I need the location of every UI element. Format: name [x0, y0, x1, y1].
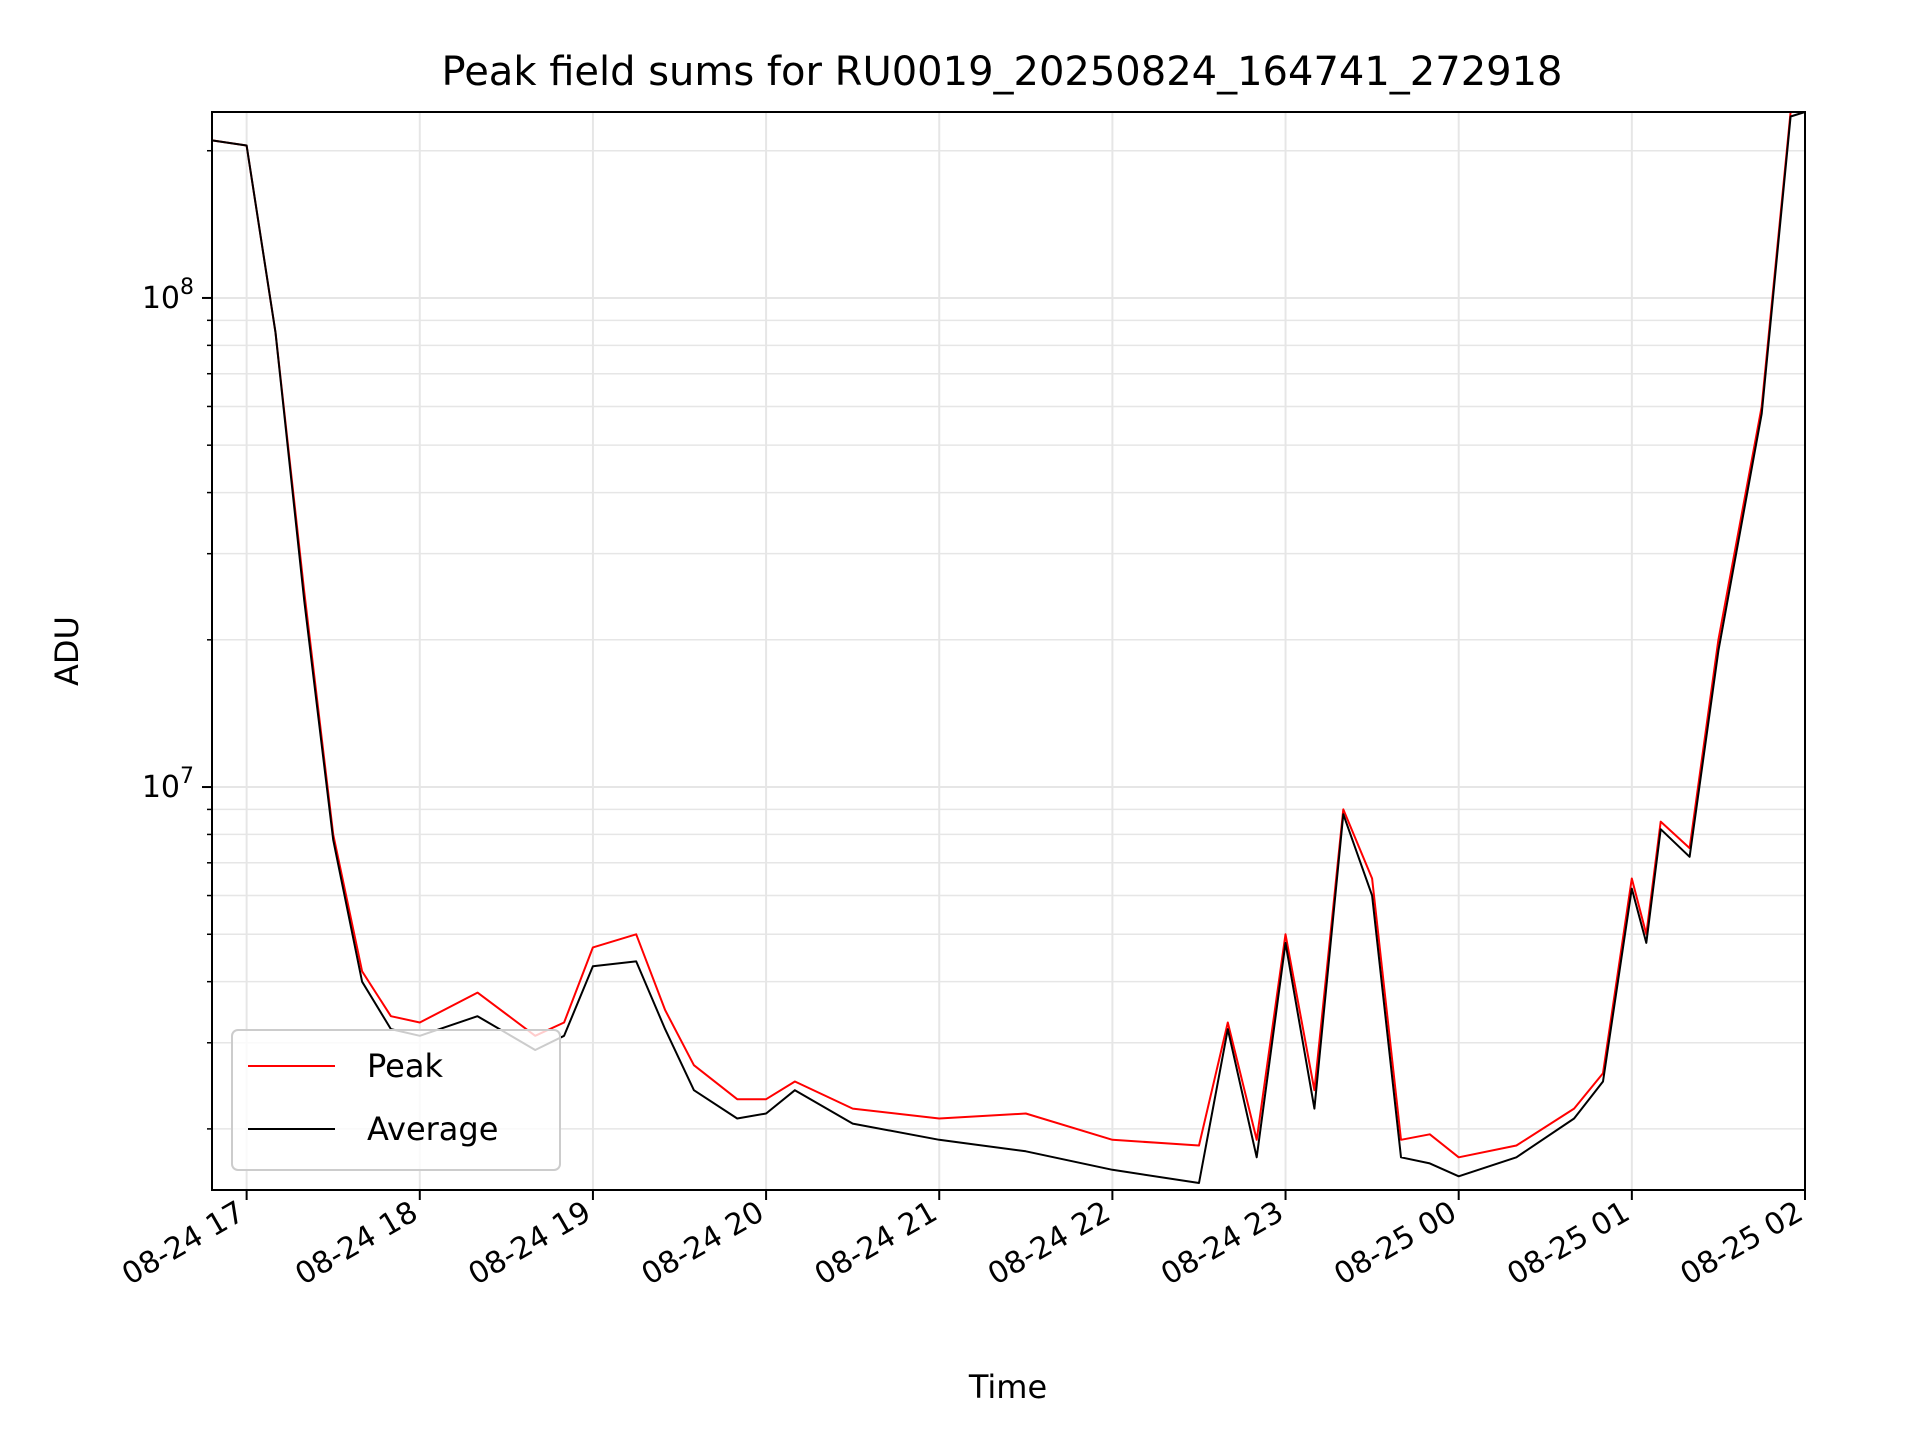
grid [212, 112, 1806, 1190]
y-axis-ticks: 107 108 [142, 149, 212, 1130]
series-line-peak [211, 111, 1805, 1159]
y-axis-label: ADU [48, 616, 86, 686]
legend: Peak Average [231, 1029, 561, 1171]
y-tick-label: 108 [142, 275, 194, 316]
legend-average-label: Average [367, 1110, 498, 1148]
legend-peak-label: Peak [367, 1047, 443, 1085]
chart-title: Peak field sums for RU0019_20250824_1647… [442, 49, 1563, 95]
x-axis-label: Time [968, 1368, 1047, 1406]
plot-frame [211, 111, 1806, 1191]
y-tick-label: 107 [142, 764, 194, 805]
